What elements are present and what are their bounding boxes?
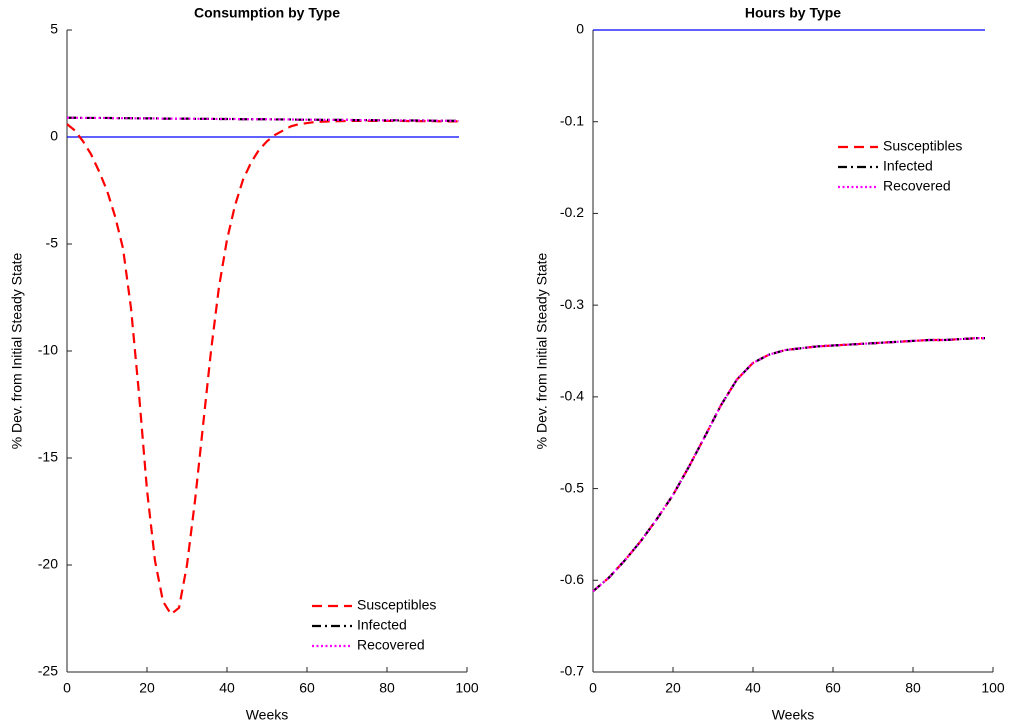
legend-label: Susceptibles — [883, 138, 962, 154]
legend-label: Infected — [357, 617, 407, 633]
x-axis-label: Weeks — [772, 707, 815, 723]
y-tick-label: 0 — [50, 128, 58, 144]
x-tick-label: 100 — [981, 680, 1005, 696]
x-tick-label: 100 — [455, 680, 479, 696]
legend: Susceptibles Infected Recovered — [312, 597, 436, 653]
x-tick-label: 40 — [219, 680, 235, 696]
y-axis-label: % Dev. from Initial Steady State — [9, 252, 25, 449]
y-tick-label: -0.4 — [560, 388, 584, 404]
y-tick-label: -10 — [38, 342, 58, 358]
x-tick-label: 60 — [299, 680, 315, 696]
x-tick-label: 20 — [139, 680, 155, 696]
series-line — [592, 337, 985, 593]
y-tick-label: -0.1 — [560, 112, 584, 128]
x-tick-label: 80 — [905, 680, 921, 696]
x-axis-label: Weeks — [246, 707, 289, 723]
y-tick-label: -0.2 — [560, 204, 584, 220]
y-tick-label: -25 — [38, 663, 58, 679]
series-line — [66, 119, 459, 616]
legend-label: Infected — [883, 158, 933, 174]
x-tick-label: 60 — [825, 680, 841, 696]
x-tick-label: 0 — [589, 680, 597, 696]
y-tick-label: -0.7 — [560, 663, 584, 679]
x-tick-label: 20 — [665, 680, 681, 696]
x-tick-label: 80 — [379, 680, 395, 696]
series-line — [592, 337, 985, 593]
legend: Susceptibles Infected Recovered — [838, 138, 962, 194]
chart-title: Hours by Type — [745, 5, 841, 21]
series-line — [67, 116, 460, 123]
x-tick-label: 40 — [745, 680, 761, 696]
y-tick-label: -20 — [38, 556, 58, 572]
y-tick-label: -0.3 — [560, 296, 584, 312]
y-tick-label: -0.5 — [560, 479, 584, 495]
legend-label: Susceptibles — [357, 597, 436, 613]
chart-title: Consumption by Type — [194, 5, 340, 21]
y-axis-label: % Dev. from Initial Steady State — [534, 252, 550, 449]
y-tick-label: 0 — [576, 21, 584, 37]
y-tick-label: -0.6 — [560, 571, 584, 587]
x-tick-label: 0 — [63, 680, 71, 696]
legend-label: Recovered — [883, 178, 951, 194]
legend-label: Recovered — [357, 637, 425, 653]
y-tick-label: -5 — [46, 235, 59, 251]
plot: Consumption by Type Weeks % Dev. from Init… — [9, 5, 479, 723]
series-line — [592, 337, 985, 593]
plot: Hours by Type Weeks % Dev. from Initial St… — [534, 5, 1005, 723]
y-tick-label: -15 — [38, 449, 58, 465]
y-tick-label: 5 — [50, 21, 58, 37]
